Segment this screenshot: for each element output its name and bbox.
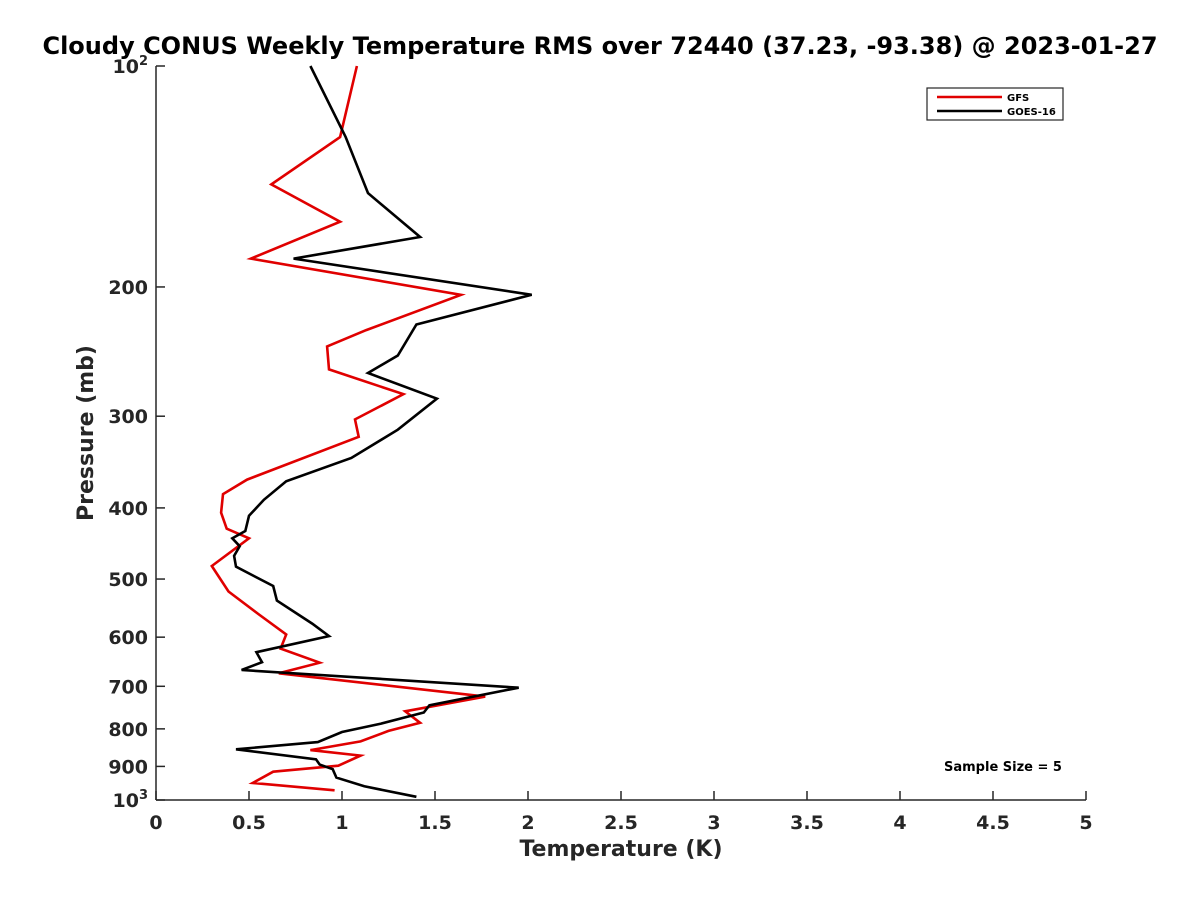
y-tick-label: 400 [108,498,148,520]
x-tick-label: 2 [521,812,534,834]
x-tick-label: 0 [149,812,162,834]
y-tick-label: 700 [108,676,148,698]
legend-box [926,87,1064,121]
x-axis-label: Temperature (K) [519,837,722,862]
x-tick-label: 2.5 [604,812,638,834]
x-tick-label: 1 [335,812,348,834]
x-tick-label: 4 [893,812,906,834]
y-tick-label: 300 [108,406,148,428]
x-ticks: 0 0.5 1 1.5 2 2.5 3 3.5 4 4.5 5 [149,791,1093,834]
x-tick-label: 5 [1079,812,1092,834]
y-tick-label: 800 [108,719,148,741]
x-tick-label: 4.5 [976,812,1010,834]
series-line-goes-16 [230,65,533,799]
legend-gfs-label: GFS [1007,93,1029,104]
y-tick-label: 500 [108,569,148,591]
y-tick-label: 600 [108,627,148,649]
y-tick-label: 102 [113,54,149,78]
y-tick-label: 103 [113,788,149,812]
x-tick-label: 3.5 [790,812,824,834]
plot-lines [210,65,533,799]
chart-title: Cloudy CONUS Weekly Temperature RMS over… [42,32,1157,60]
x-tick-label: 3 [707,812,720,834]
x-tick-label: 1.5 [418,812,452,834]
y-axis-label: Pressure (mb) [74,345,99,521]
axes [155,66,1086,801]
legend-goes16-label: GOES-16 [1007,107,1056,118]
x-tick-label: 0.5 [232,812,266,834]
legend: GFS GOES-16 [926,87,1064,121]
y-tick-label: 900 [108,756,148,778]
y-tick-label: 200 [108,277,148,299]
sample-size-annotation: Sample Size = 5 [944,760,1062,775]
y-ticks: 102 200 300 400 500 600 700 800 900 103 [108,54,165,812]
series-line-gfs [210,65,486,792]
